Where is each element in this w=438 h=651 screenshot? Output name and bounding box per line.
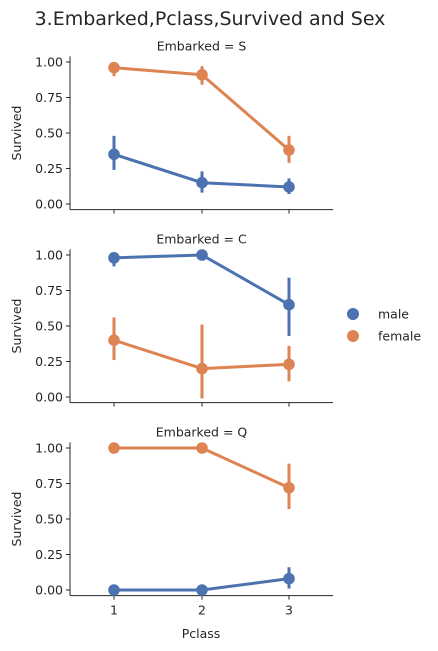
data-point: [196, 584, 208, 596]
data-point: [283, 298, 295, 311]
data-point: [108, 61, 120, 74]
panel-1: Embarked = S 0.00 0.25 0.50 0.75 1.00 Survived: [9, 38, 333, 214]
x-tick-label: 2: [198, 603, 206, 618]
y-axis-label: Survived: [9, 299, 24, 354]
y-tick-label: 0.75: [35, 90, 63, 105]
data-point: [283, 358, 295, 371]
data-point: [283, 144, 295, 156]
y-axis-label: Survived: [9, 492, 24, 547]
data-point: [108, 442, 120, 454]
legend: male female: [347, 307, 421, 344]
series-male: [108, 567, 295, 596]
series-male: [108, 135, 295, 195]
series-line: [113, 253, 290, 307]
y-tick-label: 1.00: [35, 441, 63, 456]
panel-title: Embarked = Q: [156, 424, 248, 439]
legend-marker: [347, 330, 359, 342]
y-tick-label: 0.75: [35, 283, 63, 298]
series-female: [108, 442, 295, 510]
y-tick-label: 0.75: [35, 476, 63, 491]
y-tick-label: 1.00: [35, 248, 63, 263]
data-point: [283, 572, 295, 585]
y-tick-label: 0.25: [35, 354, 63, 369]
y-tick-label: 0.50: [35, 319, 63, 334]
data-point: [196, 249, 208, 261]
series-male: [108, 249, 295, 336]
legend-label: female: [378, 329, 421, 344]
y-tick-label: 0.00: [35, 390, 63, 405]
chart-title: 3.Embarked,Pclass,Survived and Sex: [35, 8, 386, 30]
panels: Embarked = S 0.00 0.25 0.50 0.75 1.00 Survived…: [9, 38, 333, 618]
data-point: [196, 176, 208, 189]
data-point: [196, 442, 208, 454]
data-point: [108, 252, 120, 264]
x-axis-label: Pclass: [182, 626, 221, 641]
series-line: [114, 446, 290, 490]
y-tick-label: 1.00: [35, 55, 63, 70]
y-tick-label: 0.50: [35, 512, 63, 527]
legend-marker: [347, 308, 359, 320]
panel-title: Embarked = S: [157, 38, 247, 53]
y-tick-label: 0.25: [35, 161, 63, 176]
panel-2: Embarked = C 0.00 0.25 0.50 0.75 1.00 Survived: [9, 231, 333, 407]
data-point: [283, 181, 295, 193]
data-point: [108, 584, 120, 596]
y-tick-label: 0.25: [35, 547, 63, 562]
x-tick-label: 3: [285, 603, 293, 618]
legend-label: male: [378, 307, 409, 322]
panel-3: Embarked = Q 0.00 0.25 0.50 0.75 1.00 Survived…: [9, 424, 333, 618]
data-point: [196, 362, 208, 375]
series-female: [108, 61, 295, 163]
y-tick-label: 0.50: [35, 126, 63, 141]
data-point: [108, 334, 120, 347]
series-female: [108, 317, 295, 399]
y-tick-label: 0.00: [35, 583, 63, 598]
data-point: [283, 481, 295, 494]
data-point: [196, 68, 208, 81]
y-tick-label: 0.00: [35, 197, 63, 212]
panel-title: Embarked = C: [156, 231, 247, 246]
y-axis-label: Survived: [9, 106, 24, 161]
data-point: [108, 148, 120, 161]
x-tick-label: 1: [110, 603, 118, 618]
